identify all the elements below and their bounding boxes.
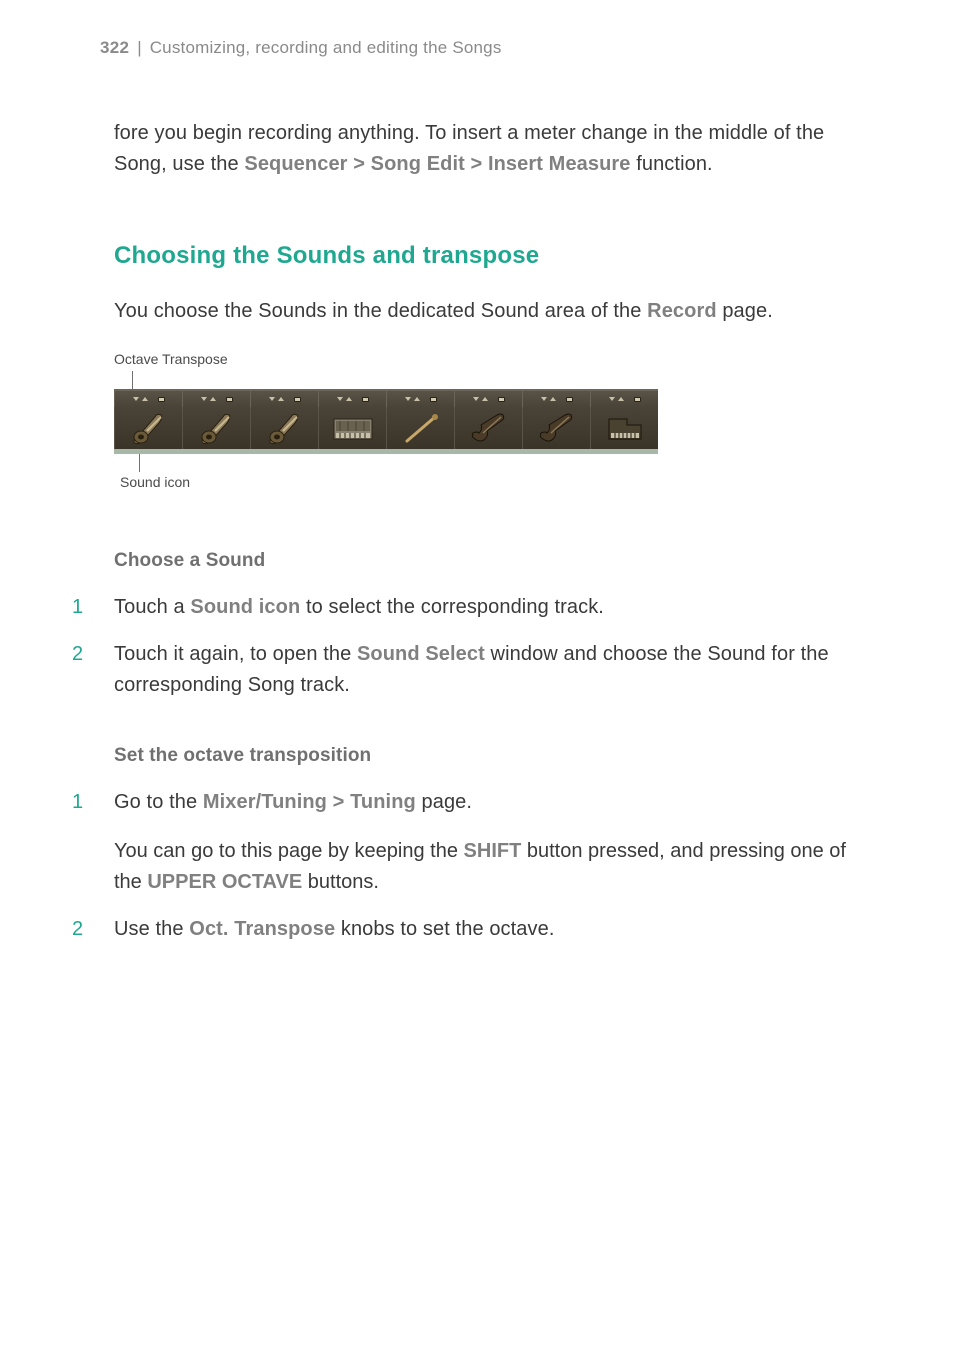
shift-label: SHIFT	[464, 840, 522, 862]
pointer-line-top	[132, 371, 133, 389]
sound-slot	[522, 391, 590, 449]
down-arrow-icon	[541, 397, 547, 401]
up-arrow-icon	[482, 397, 488, 401]
list-number: 1	[72, 592, 114, 623]
intro-text-after: function.	[631, 153, 713, 175]
sound-slot	[454, 391, 522, 449]
octave-indicator-icon	[566, 397, 573, 402]
octave-transpose-cell	[386, 391, 454, 407]
octave-transpose-cell	[114, 391, 182, 407]
octave-transpose-cell	[522, 391, 590, 407]
oct-transpose-label: Oct. Transpose	[189, 918, 335, 940]
section-body: You choose the Sounds in the dedicated S…	[114, 296, 864, 327]
sound-slot	[318, 391, 386, 449]
sound-area-figure: Octave Transpose Sound icon	[114, 351, 854, 490]
up-arrow-icon	[618, 397, 624, 401]
header-title: Customizing, recording and editing the S…	[150, 38, 502, 58]
octave-indicator-icon	[226, 397, 233, 402]
list-item: 1 Touch a Sound icon to select the corre…	[72, 592, 864, 623]
octave-indicator-icon	[294, 397, 301, 402]
up-arrow-icon	[346, 397, 352, 401]
octave-indicator-icon	[362, 397, 369, 402]
set-octave-paragraph: You can go to this page by keeping the S…	[114, 836, 864, 898]
octave-indicator-icon	[158, 397, 165, 402]
list-text: Touch a Sound icon to select the corresp…	[114, 592, 604, 623]
sound-slot	[114, 391, 182, 449]
text-span: knobs to set the octave.	[335, 918, 554, 940]
octave-transpose-cell	[182, 391, 250, 407]
guitar-icon	[114, 407, 182, 449]
down-arrow-icon	[133, 397, 139, 401]
list-item: 2 Touch it again, to open the Sound Sele…	[72, 639, 864, 701]
down-arrow-icon	[201, 397, 207, 401]
intro-paragraph: fore you begin recording anything. To in…	[114, 118, 864, 180]
down-arrow-icon	[337, 397, 343, 401]
document-page: 322 | Customizing, recording and editing…	[0, 0, 954, 945]
text-span: Touch it again, to open the	[114, 643, 357, 665]
upper-octave-label: UPPER OCTAVE	[147, 871, 302, 893]
list-text: Touch it again, to open the Sound Select…	[114, 639, 864, 701]
text-span: Touch a	[114, 596, 190, 618]
up-arrow-icon	[278, 397, 284, 401]
text-span: Use the	[114, 918, 189, 940]
stick-icon	[386, 407, 454, 449]
ui-path-sequencer: Sequencer > Song Edit > Insert Measure	[244, 153, 630, 175]
down-arrow-icon	[609, 397, 615, 401]
text-span: to select the corresponding track.	[300, 596, 604, 618]
guitar-icon	[250, 407, 318, 449]
figure-label-sound-icon: Sound icon	[120, 474, 854, 490]
list-text: Go to the Mixer/Tuning > Tuning page.	[114, 787, 472, 818]
piano-icon	[590, 407, 658, 449]
page-number: 322	[100, 38, 129, 58]
text-span: buttons.	[302, 871, 379, 893]
octave-indicator-icon	[634, 397, 641, 402]
section-body-after: page.	[717, 300, 773, 322]
violin-icon	[522, 407, 590, 449]
octave-transpose-cell	[250, 391, 318, 407]
choose-sound-heading: Choose a Sound	[114, 550, 854, 572]
sound-select-label: Sound Select	[357, 643, 485, 665]
section-heading: Choosing the Sounds and transpose	[114, 242, 854, 270]
section-body-before: You choose the Sounds in the dedicated S…	[114, 300, 647, 322]
pointer-line-bottom	[139, 454, 140, 472]
organ-icon	[318, 407, 386, 449]
octave-transpose-cell	[454, 391, 522, 407]
down-arrow-icon	[269, 397, 275, 401]
list-number: 2	[72, 639, 114, 701]
up-arrow-icon	[550, 397, 556, 401]
list-text: Use the Oct. Transpose knobs to set the …	[114, 914, 555, 945]
violin-icon	[454, 407, 522, 449]
list-item: 1 Go to the Mixer/Tuning > Tuning page.	[72, 787, 864, 818]
text-span: Go to the	[114, 791, 203, 813]
list-number: 2	[72, 914, 114, 945]
header-divider: |	[137, 38, 141, 58]
page-header: 322 | Customizing, recording and editing…	[100, 38, 854, 58]
figure-label-octave: Octave Transpose	[114, 351, 854, 367]
sound-strip	[114, 389, 658, 454]
sound-slot	[182, 391, 250, 449]
sound-icon-label: Sound icon	[190, 596, 300, 618]
down-arrow-icon	[405, 397, 411, 401]
list-item: 2 Use the Oct. Transpose knobs to set th…	[72, 914, 864, 945]
octave-indicator-icon	[430, 397, 437, 402]
text-span: page.	[416, 791, 472, 813]
up-arrow-icon	[142, 397, 148, 401]
sound-slot	[250, 391, 318, 449]
list-number: 1	[72, 787, 114, 818]
octave-transpose-cell	[590, 391, 658, 407]
sound-slot	[590, 391, 658, 449]
up-arrow-icon	[414, 397, 420, 401]
down-arrow-icon	[473, 397, 479, 401]
text-span: You can go to this page by keeping the	[114, 840, 464, 862]
octave-transpose-cell	[318, 391, 386, 407]
octave-indicator-icon	[498, 397, 505, 402]
set-octave-heading: Set the octave transposition	[114, 745, 854, 767]
guitar-icon	[182, 407, 250, 449]
up-arrow-icon	[210, 397, 216, 401]
sound-slot	[386, 391, 454, 449]
mixer-tuning-path: Mixer/Tuning > Tuning	[203, 791, 416, 813]
record-page-label: Record	[647, 300, 717, 322]
